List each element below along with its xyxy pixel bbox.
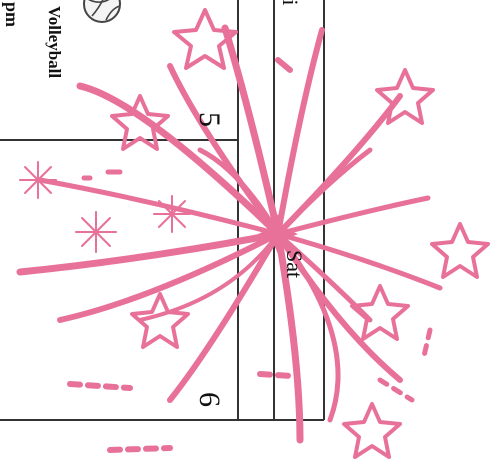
star-outline-icon [375,68,435,125]
event-title: Volleyball [45,6,64,79]
star-outline-icon [430,222,490,279]
volleyball-icon [83,0,121,23]
star-outline-icon [172,8,238,70]
event-time: pm [2,2,22,28]
star-outline-icon [130,292,190,349]
firework-burst-icon [16,24,443,453]
firework-center-icon [258,214,298,254]
date-5: 5 [193,112,226,127]
asterisk-sparkle-icon [19,161,191,253]
calendar-grid [0,0,325,421]
sat-label: Sat [282,250,307,279]
star-outline-icon [342,402,402,459]
star-outline-icon [110,8,490,459]
star-outline-icon [350,284,410,341]
star-outline-icon [110,94,170,151]
date-6: 6 [193,392,226,407]
day-header-fri: ri [277,0,303,5]
